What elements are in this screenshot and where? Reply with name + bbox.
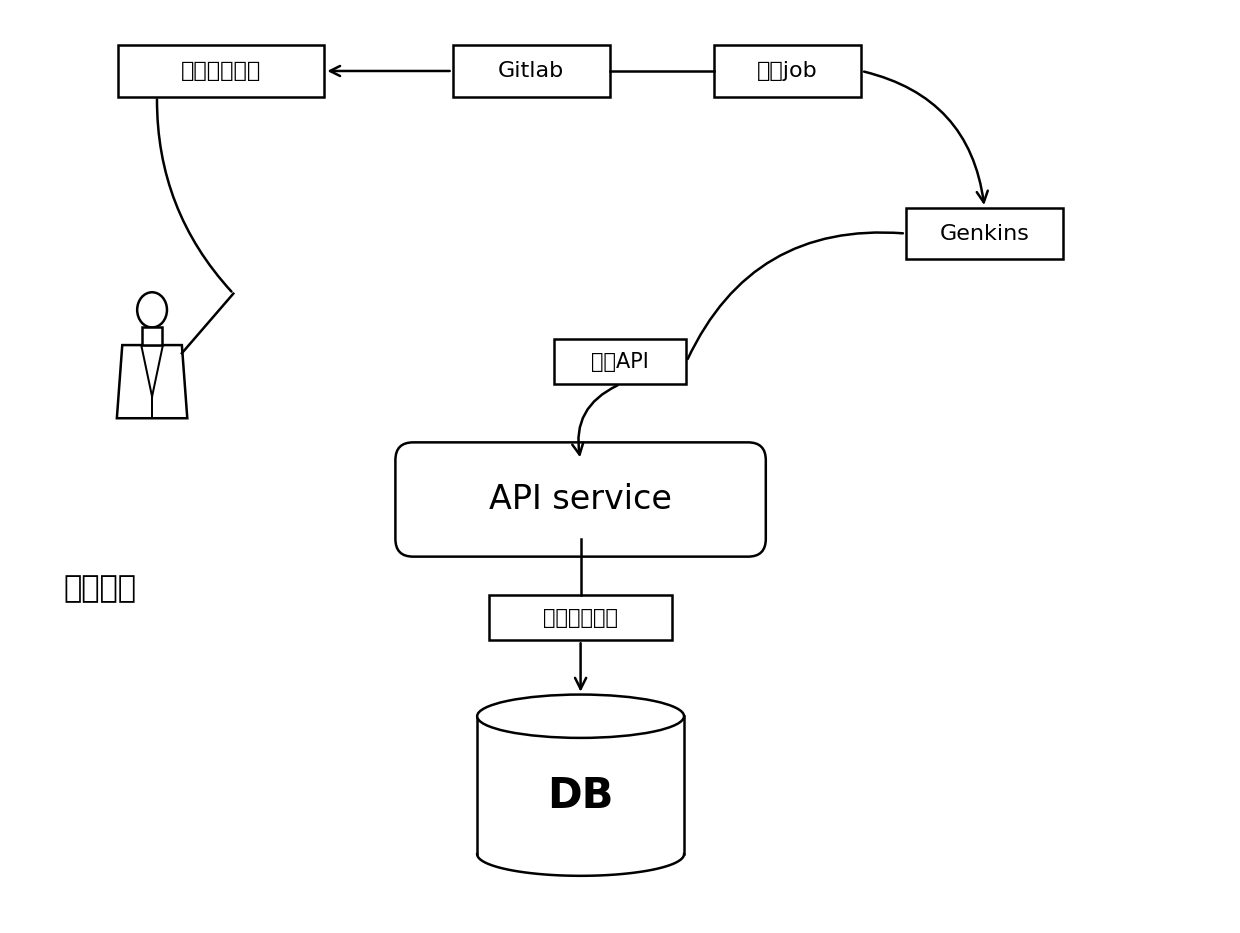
Text: Genkins: Genkins xyxy=(940,224,1029,244)
Polygon shape xyxy=(143,327,162,345)
Ellipse shape xyxy=(138,292,167,327)
Text: 提交配置变更: 提交配置变更 xyxy=(181,61,262,81)
Text: 运维人员: 运维人员 xyxy=(63,574,136,603)
FancyBboxPatch shape xyxy=(118,46,325,97)
Polygon shape xyxy=(117,345,187,418)
Text: 存储构建日志: 存储构建日志 xyxy=(543,607,618,628)
Text: 触发job: 触发job xyxy=(758,61,818,81)
Polygon shape xyxy=(477,717,684,854)
Text: 调用API: 调用API xyxy=(591,352,649,371)
FancyBboxPatch shape xyxy=(905,208,1064,259)
Ellipse shape xyxy=(477,694,684,738)
FancyBboxPatch shape xyxy=(713,46,862,97)
Text: API service: API service xyxy=(489,483,672,516)
FancyBboxPatch shape xyxy=(453,46,610,97)
Text: Gitlab: Gitlab xyxy=(498,61,564,81)
FancyBboxPatch shape xyxy=(553,339,687,384)
Text: DB: DB xyxy=(547,775,614,817)
FancyBboxPatch shape xyxy=(396,442,766,557)
FancyBboxPatch shape xyxy=(490,595,672,640)
